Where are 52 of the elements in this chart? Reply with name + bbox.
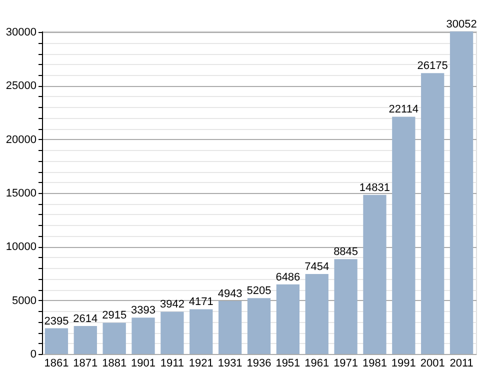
x-tick-label: 1861 — [44, 358, 69, 370]
bar — [276, 284, 300, 354]
bar — [450, 32, 474, 354]
data-label: 3393 — [131, 304, 156, 317]
data-label: 4171 — [188, 296, 214, 308]
y-tick-label: 0 — [30, 348, 36, 360]
bar — [132, 318, 155, 354]
y-tick-label: 5000 — [12, 294, 36, 307]
data-label: 2395 — [44, 315, 69, 328]
x-tick-label: 1901 — [131, 358, 156, 370]
bar — [334, 259, 358, 354]
data-label: 22114 — [388, 104, 419, 116]
data-label: 7454 — [304, 261, 330, 274]
data-label: 30052 — [446, 18, 477, 31]
x-tick-label: 1961 — [304, 358, 330, 370]
bar — [421, 73, 444, 354]
x-tick-label: 2001 — [420, 358, 445, 370]
x-tick-label: 1936 — [246, 358, 272, 370]
x-tick-label: 1931 — [218, 358, 242, 370]
x-tick-label: 1971 — [334, 358, 358, 370]
x-tick-label: 1881 — [102, 358, 127, 370]
y-tick-label: 30000 — [6, 26, 36, 39]
y-tick-label: 25000 — [6, 80, 36, 92]
data-label: 14831 — [359, 182, 390, 194]
bar — [218, 300, 242, 354]
x-tick-label: 1911 — [160, 358, 184, 370]
data-label: 3942 — [160, 298, 184, 311]
y-tick-label: 20000 — [6, 134, 36, 146]
bar — [160, 312, 184, 354]
bar — [74, 326, 97, 354]
x-tick-label: 1871 — [73, 358, 98, 370]
x-tick-label: 1951 — [276, 358, 300, 370]
bar — [190, 309, 213, 354]
bar — [247, 298, 271, 354]
data-label: 26175 — [417, 60, 448, 72]
data-label: 8845 — [334, 246, 358, 258]
data-label: 5205 — [246, 285, 272, 298]
bar — [102, 322, 126, 354]
bar — [363, 194, 386, 354]
y-tick-label: 15000 — [6, 188, 36, 200]
data-label: 6486 — [276, 271, 300, 284]
x-tick-label: 2011 — [450, 358, 474, 370]
bar — [305, 274, 328, 354]
bar — [392, 116, 416, 354]
data-label: 2614 — [73, 312, 98, 325]
data-label: 2915 — [102, 310, 127, 322]
data-label: 4943 — [218, 288, 242, 300]
bar — [44, 328, 68, 354]
x-tick-label: 1981 — [362, 358, 387, 370]
x-tick-label: 1921 — [188, 358, 214, 370]
y-tick-label: 10000 — [6, 241, 36, 254]
x-tick-label: 1991 — [391, 358, 416, 370]
